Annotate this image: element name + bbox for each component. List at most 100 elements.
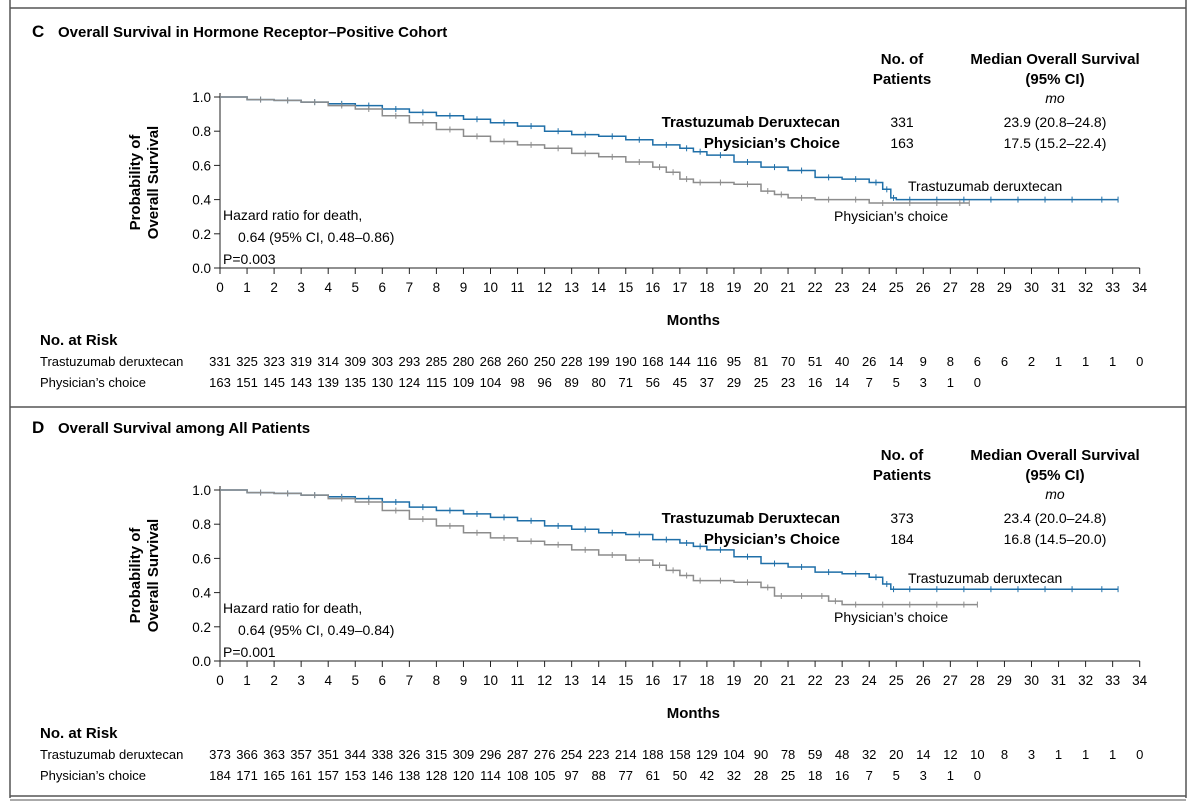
x-tick-label: 15 (618, 673, 633, 688)
risk-value: 20 (889, 747, 903, 762)
risk-value: 130 (371, 375, 393, 390)
table-header-median: Median Overall Survival (970, 51, 1139, 68)
risk-value: 260 (507, 354, 529, 369)
y-tick-label: 0.4 (192, 586, 211, 601)
risk-value: 184 (209, 768, 231, 783)
x-tick-label: 0 (216, 673, 224, 688)
legend-row-median: 17.5 (15.2–22.4) (1004, 135, 1107, 151)
legend-row-patients: 184 (890, 531, 914, 547)
risk-value: 0 (1136, 747, 1143, 762)
x-tick-label: 3 (297, 280, 305, 295)
risk-value: 161 (290, 768, 312, 783)
x-tick-label: 4 (324, 673, 332, 688)
risk-value: 280 (453, 354, 475, 369)
table-header-patients: No. of (881, 51, 924, 68)
risk-value: 32 (862, 747, 876, 762)
risk-value: 129 (696, 747, 718, 762)
risk-value: 45 (673, 375, 687, 390)
x-tick-label: 15 (618, 280, 633, 295)
x-tick-label: 13 (564, 673, 579, 688)
risk-value: 314 (317, 354, 339, 369)
risk-value: 115 (426, 375, 447, 390)
table-header-median: (95% CI) (1025, 467, 1084, 484)
risk-value: 128 (426, 768, 448, 783)
y-axis-label-line: Probability of (127, 134, 144, 231)
risk-value: 214 (615, 747, 637, 762)
x-tick-label: 29 (997, 673, 1012, 688)
risk-value: 32 (727, 768, 741, 783)
x-tick-label: 22 (808, 673, 823, 688)
risk-row-label: Physician’s choice (40, 768, 146, 783)
x-tick-label: 34 (1132, 673, 1148, 688)
legend-row-patients: 163 (890, 135, 914, 151)
risk-value: 1 (1082, 747, 1089, 762)
risk-value: 98 (510, 375, 524, 390)
x-tick-label: 19 (726, 280, 741, 295)
x-tick-label: 25 (889, 673, 904, 688)
x-tick-label: 24 (862, 673, 878, 688)
legend-row-name: Physician’s Choice (704, 135, 840, 152)
x-tick-label: 34 (1132, 280, 1148, 295)
x-tick-label: 11 (511, 280, 525, 295)
risk-value: 104 (723, 747, 745, 762)
x-tick-label: 32 (1078, 673, 1093, 688)
x-tick-label: 7 (406, 673, 414, 688)
panel-c: C Overall Survival in Hormone Receptor–Po… (32, 22, 1148, 390)
legend-row-median: 16.8 (14.5–20.0) (1004, 531, 1107, 547)
risk-value: 5 (893, 375, 900, 390)
risk-value: 296 (480, 747, 502, 762)
y-tick-label: 1.0 (192, 483, 211, 498)
x-tick-label: 26 (916, 280, 931, 295)
risk-value: 323 (263, 354, 285, 369)
risk-value: 28 (754, 768, 768, 783)
risk-value: 1 (947, 375, 954, 390)
curve-label-pc: Physician’s choice (834, 208, 948, 224)
risk-value: 81 (754, 354, 768, 369)
risk-value: 26 (862, 354, 876, 369)
x-tick-label: 9 (460, 280, 468, 295)
risk-value: 7 (866, 768, 873, 783)
risk-value: 120 (453, 768, 475, 783)
risk-value: 287 (507, 747, 529, 762)
risk-value: 29 (727, 375, 741, 390)
risk-value: 51 (808, 354, 822, 369)
risk-value: 171 (236, 768, 258, 783)
hazard-ratio-label: Hazard ratio for death, (223, 207, 362, 223)
risk-value: 309 (344, 354, 366, 369)
x-tick-label: 17 (672, 280, 687, 295)
risk-value: 124 (398, 375, 420, 390)
risk-value: 1 (947, 768, 954, 783)
risk-value: 7 (866, 375, 873, 390)
risk-value: 145 (263, 375, 285, 390)
table-header-patients: Patients (873, 71, 931, 88)
table-header-patients: Patients (873, 467, 931, 484)
risk-value: 0 (974, 375, 981, 390)
risk-value: 5 (893, 768, 900, 783)
risk-value: 97 (564, 768, 578, 783)
risk-value: 16 (835, 768, 849, 783)
risk-value: 23 (781, 375, 795, 390)
x-tick-label: 14 (591, 673, 607, 688)
panel-title: Overall Survival in Hormone Receptor–Pos… (58, 24, 447, 41)
risk-value: 116 (697, 354, 718, 369)
x-tick-label: 3 (297, 673, 305, 688)
x-tick-label: 16 (645, 280, 660, 295)
table-header-median: Median Overall Survival (970, 447, 1139, 464)
x-tick-label: 11 (511, 673, 525, 688)
x-tick-label: 19 (726, 673, 741, 688)
x-tick-label: 10 (483, 673, 498, 688)
risk-value: 61 (646, 768, 660, 783)
legend-row-name: Trastuzumab Deruxtecan (662, 114, 840, 131)
table-header-unit: mo (1045, 90, 1065, 106)
risk-title: No. at Risk (40, 332, 118, 349)
hazard-ratio-value: 0.64 (95% CI, 0.49–0.84) (238, 622, 394, 638)
risk-value: 357 (290, 747, 312, 762)
risk-value: 153 (344, 768, 366, 783)
risk-value: 276 (534, 747, 556, 762)
y-axis-label: Probability ofOverall Survival (127, 126, 162, 239)
y-tick-label: 0.8 (192, 517, 211, 532)
curve-label-td: Trastuzumab deruxtecan (908, 178, 1062, 194)
x-tick-label: 8 (433, 673, 441, 688)
risk-value: 293 (398, 354, 420, 369)
risk-value: 143 (290, 375, 312, 390)
